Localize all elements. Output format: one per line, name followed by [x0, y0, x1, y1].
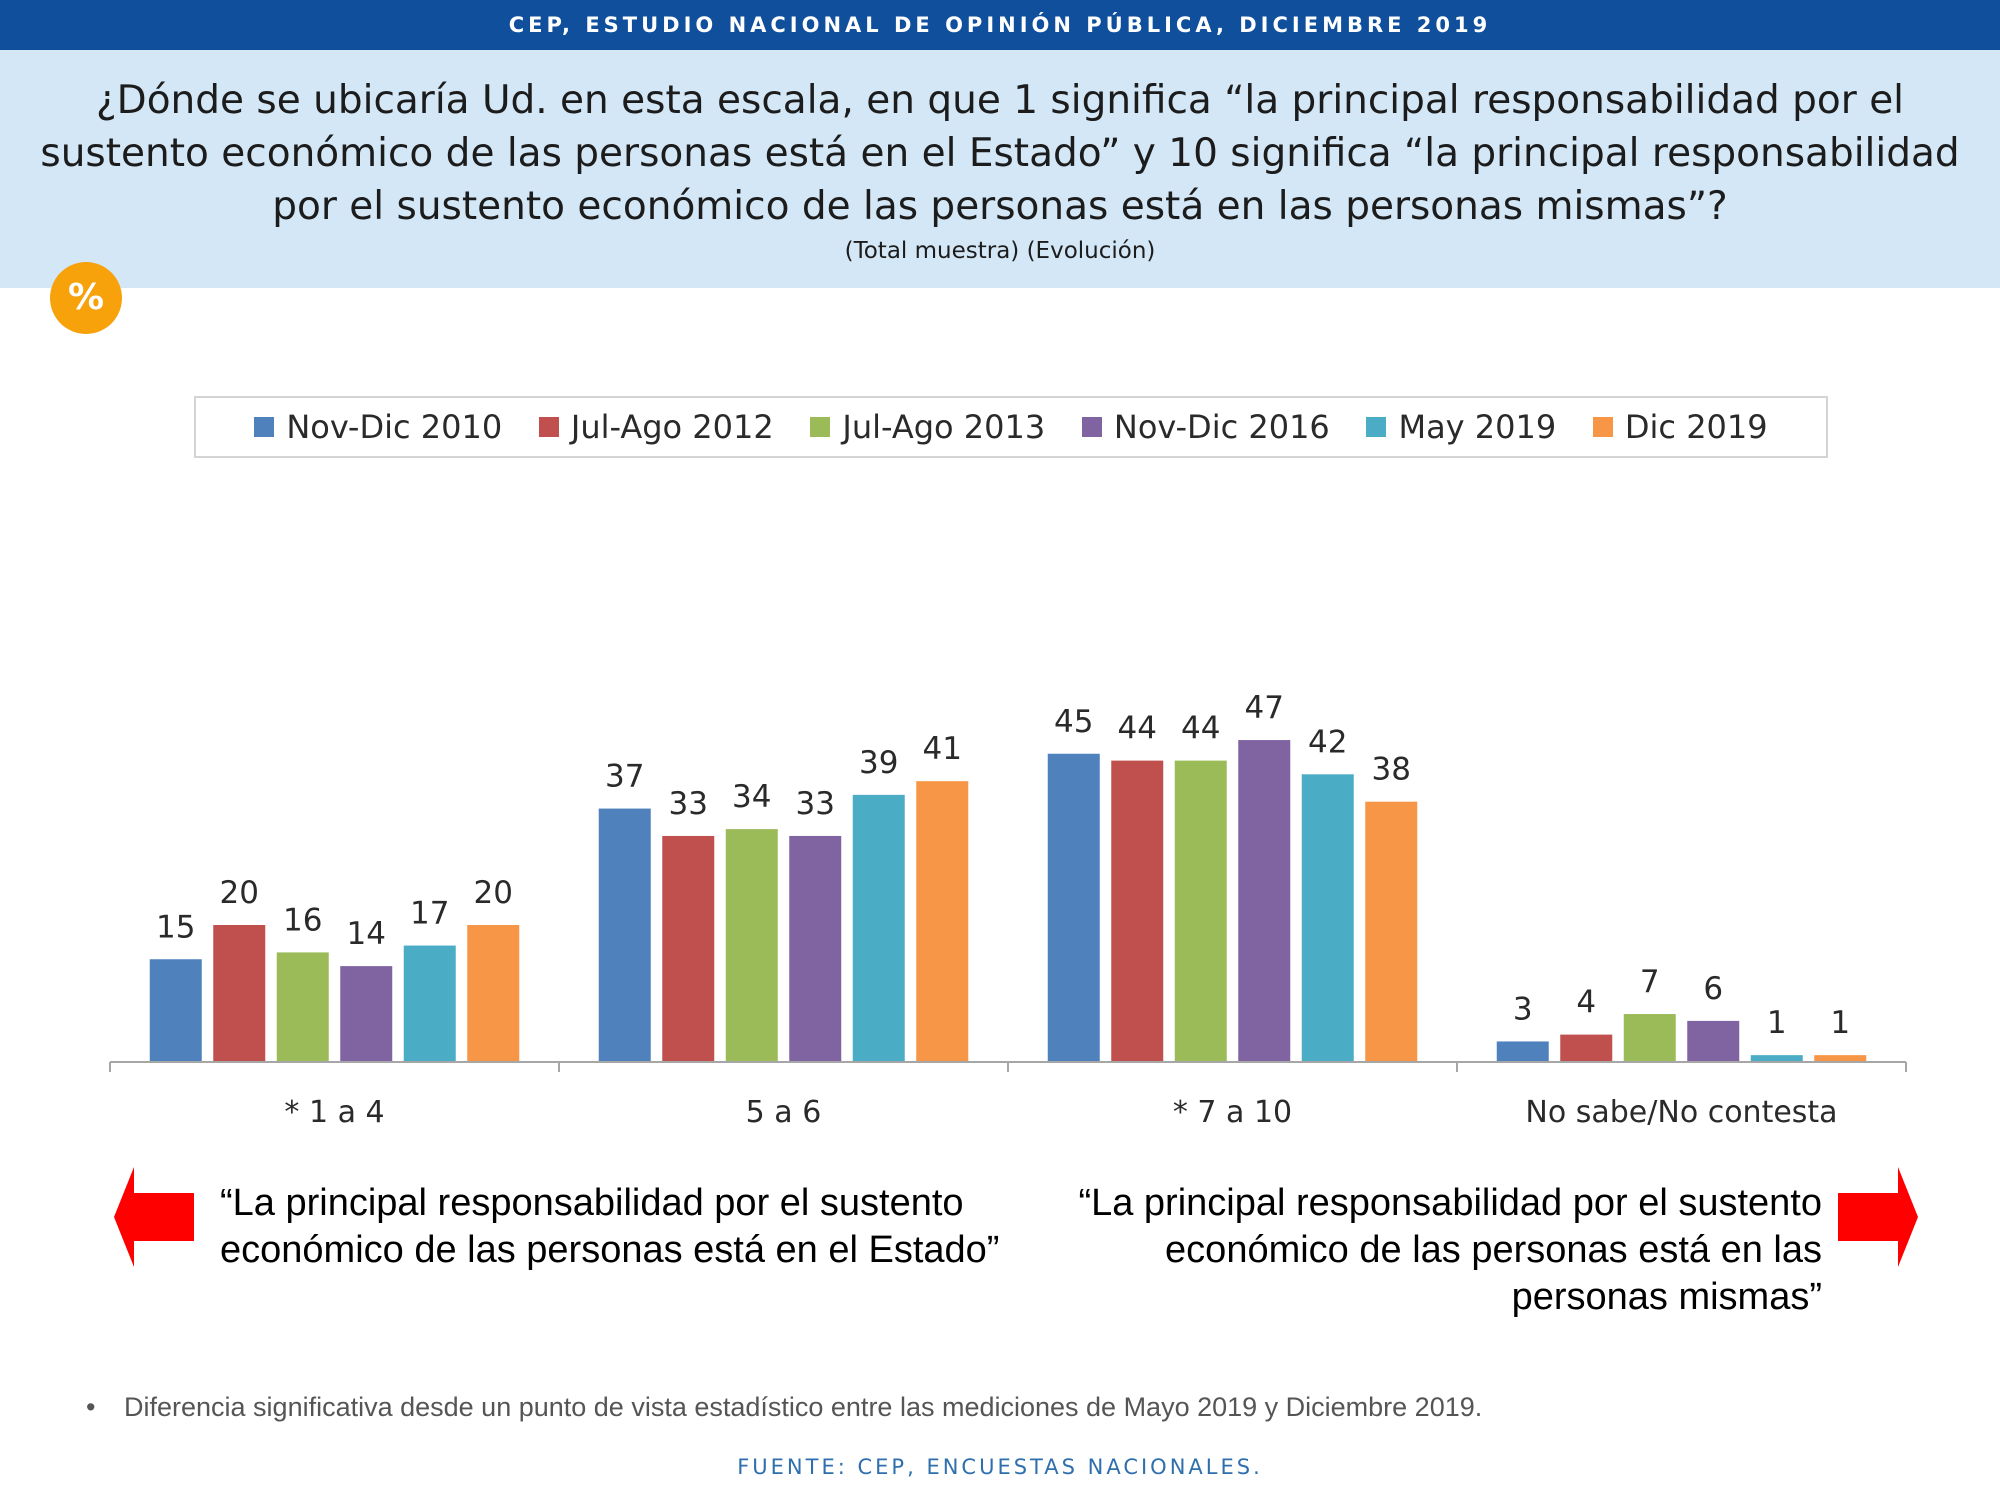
data-label: 17 — [410, 896, 449, 932]
legend-item: Jul-Ago 2013 — [810, 408, 1045, 446]
bar — [340, 966, 393, 1062]
report-banner: CEP, ESTUDIO NACIONAL DE OPINIÓN PÚBLICA… — [0, 0, 2000, 50]
legend-swatch — [1081, 417, 1102, 437]
bar — [1814, 1055, 1867, 1062]
source-note: FUENTE: CEP, ENCUESTAS NACIONALES. — [737, 1455, 1263, 1479]
legend-label: Nov-Dic 2010 — [286, 408, 503, 446]
bar — [1111, 760, 1164, 1062]
data-label: 7 — [1640, 964, 1660, 1000]
data-label: 1 — [1830, 1005, 1850, 1041]
legend-swatch — [810, 417, 831, 437]
data-label: 39 — [859, 745, 898, 781]
data-label: 33 — [669, 786, 708, 822]
footnote: • Diferencia significativa desde un punto… — [86, 1392, 1482, 1423]
bar — [1238, 740, 1291, 1062]
bar — [1174, 760, 1227, 1062]
legend-label: Jul-Ago 2013 — [842, 408, 1046, 446]
percent-badge-icon: % — [50, 262, 122, 334]
bar — [213, 925, 266, 1062]
data-label: 34 — [732, 779, 771, 815]
bar — [1623, 1014, 1676, 1062]
legend-label: Jul-Ago 2012 — [570, 408, 774, 446]
bar — [662, 835, 715, 1062]
data-label: 16 — [283, 902, 322, 938]
data-label: 1 — [1767, 1005, 1787, 1041]
legend-label: May 2019 — [1398, 408, 1557, 446]
chart-legend: Nov-Dic 2010 Jul-Ago 2012 Jul-Ago 2013 Nov-… — [194, 396, 1828, 458]
bar — [149, 959, 202, 1062]
legend-swatch — [1592, 417, 1613, 437]
right-arrow-icon — [1838, 1167, 1918, 1267]
data-label: 44 — [1181, 711, 1220, 747]
category-label: * 7 a 10 — [1173, 1095, 1292, 1130]
data-label: 33 — [796, 786, 835, 822]
bar — [789, 835, 842, 1062]
question-text: ¿Dónde se ubicaría Ud. en esta escala, e… — [40, 78, 1960, 229]
bar — [403, 945, 456, 1062]
bar — [725, 829, 778, 1062]
data-label: 3 — [1513, 991, 1533, 1027]
bar — [1047, 753, 1100, 1062]
data-label: 44 — [1118, 711, 1157, 747]
state-responsibility-label: “La principal responsabilidad por el sus… — [220, 1182, 1000, 1271]
data-label: 15 — [156, 909, 195, 945]
legend-swatch — [1366, 417, 1387, 437]
legend-item: Nov-Dic 2016 — [1081, 408, 1330, 446]
left-arrow-icon — [114, 1167, 194, 1267]
bar — [1560, 1034, 1613, 1062]
data-label: 20 — [220, 875, 259, 911]
data-label: 14 — [347, 916, 386, 952]
category-label: * 1 a 4 — [284, 1095, 384, 1130]
category-label: No sabe/No contesta — [1525, 1095, 1837, 1130]
bar — [276, 952, 329, 1062]
data-label: 6 — [1703, 971, 1723, 1007]
bar — [916, 781, 969, 1062]
data-label: 20 — [474, 875, 513, 911]
bar — [852, 794, 905, 1062]
legend-item: Dic 2019 — [1592, 408, 1768, 446]
bar — [1750, 1055, 1803, 1062]
bar — [1687, 1020, 1740, 1062]
legend-label: Nov-Dic 2016 — [1113, 408, 1330, 446]
legend-label: Dic 2019 — [1624, 408, 1768, 446]
question-subtitle: (Total muestra) (Evolución) — [844, 238, 1156, 264]
legend-item: May 2019 — [1366, 408, 1556, 446]
footnote-text: Diferencia significativa desde un punto … — [124, 1392, 1483, 1422]
bar — [1301, 774, 1354, 1062]
category-label: 5 a 6 — [746, 1095, 822, 1130]
data-label: 37 — [605, 759, 644, 795]
data-label: 47 — [1245, 690, 1284, 726]
bar — [598, 808, 651, 1062]
individual-responsibility-label: “La principal responsabilidad por el sus… — [1078, 1182, 1822, 1318]
legend-item: Jul-Ago 2012 — [538, 408, 774, 446]
data-label: 45 — [1054, 704, 1093, 740]
bar — [467, 925, 520, 1062]
footnote-bullet: • — [86, 1392, 96, 1422]
data-label: 4 — [1576, 985, 1596, 1021]
data-label: 42 — [1308, 724, 1347, 760]
legend-item: Nov-Dic 2010 — [254, 408, 502, 446]
data-label: 41 — [923, 731, 962, 767]
bar — [1365, 801, 1418, 1062]
bar — [1496, 1041, 1549, 1062]
legend-swatch — [254, 417, 275, 437]
data-label: 38 — [1372, 752, 1411, 788]
legend-swatch — [538, 417, 559, 437]
question-band: ¿Dónde se ubicaría Ud. en esta escala, e… — [0, 50, 2000, 288]
